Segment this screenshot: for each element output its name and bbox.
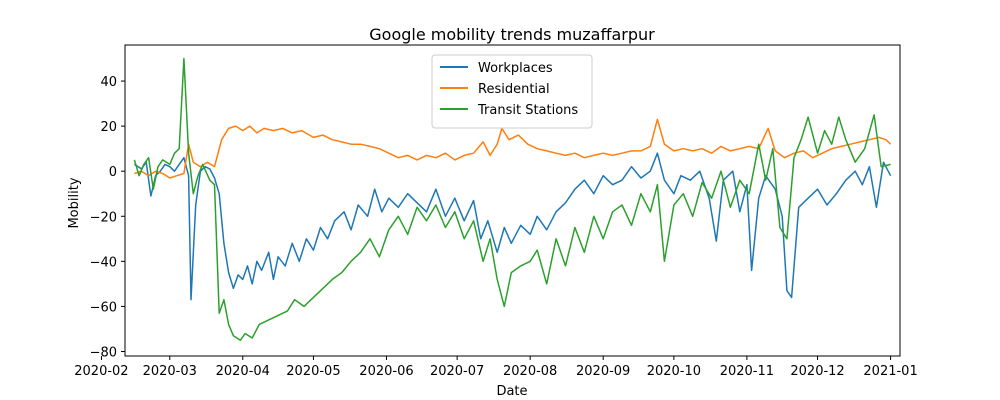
x-axis-label: Date xyxy=(496,384,527,399)
x-tick-label: 2020-03 xyxy=(143,364,197,379)
series-line-residential xyxy=(134,118,892,179)
y-axis-label: Mobility xyxy=(67,177,82,228)
y-tick-label: −80 xyxy=(90,345,117,360)
x-tick-label: 2020-10 xyxy=(647,364,701,379)
legend-label: Residential xyxy=(478,82,550,97)
y-tick-label: 20 xyxy=(100,120,117,135)
x-tick-label: 2020-02 xyxy=(74,364,128,379)
x-tick-label: 2020-09 xyxy=(576,364,630,379)
series-layer xyxy=(133,57,892,341)
legend-label: Workplaces xyxy=(478,61,553,76)
series-line-workplaces xyxy=(133,152,892,301)
x-tick-label: 2020-08 xyxy=(503,364,557,379)
y-tick-label: −20 xyxy=(90,210,117,225)
legend-label: Transit Stations xyxy=(477,103,578,118)
chart-title: Google mobility trends muzaffarpur xyxy=(369,25,655,44)
x-tick-label: 2020-06 xyxy=(359,364,413,379)
plot-frame xyxy=(124,44,901,357)
x-tick-label: 2020-12 xyxy=(790,364,844,379)
x-tick-label: 2020-04 xyxy=(216,364,270,379)
y-tick-label: −60 xyxy=(90,300,117,315)
y-tick-label: 0 xyxy=(109,165,117,180)
y-tick-label: −40 xyxy=(90,255,117,270)
x-tick-label: 2020-11 xyxy=(720,364,774,379)
legend-box xyxy=(431,54,593,129)
x-tick-label: 2020-07 xyxy=(430,364,484,379)
y-axis-ticks: 40 20 0 −20 −40 −60 −80 xyxy=(90,75,125,360)
series-line-transit-stations xyxy=(133,57,891,341)
legend: Workplaces Residential Transit Stations xyxy=(431,54,593,129)
x-axis-ticks: 2020-02 2020-03 2020-04 2020-05 2020-06 2020-… xyxy=(74,356,918,379)
x-tick-label: 2020-05 xyxy=(286,364,340,379)
x-tick-label: 2021-01 xyxy=(863,364,917,379)
y-tick-label: 40 xyxy=(100,75,117,90)
